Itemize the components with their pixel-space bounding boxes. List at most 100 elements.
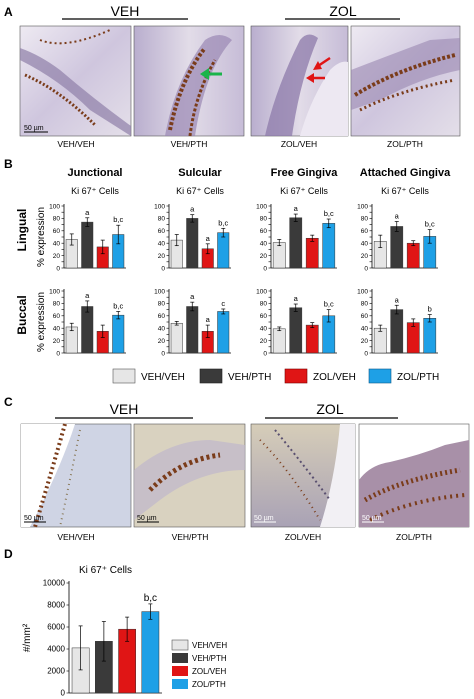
bar-vehpth: [81, 306, 94, 354]
y-axis-label: % expression: [36, 292, 47, 352]
bar-zolpth: [423, 318, 437, 354]
panel-a-caption-1: VEH/VEH: [57, 139, 94, 149]
panel-c-group-veh: VEH: [110, 401, 139, 417]
panel-a-caption-2: VEH/PTH: [171, 139, 208, 149]
significance-label: b,c: [324, 209, 334, 218]
significance-label: a: [190, 205, 195, 214]
y-tick-label: 0: [161, 265, 165, 272]
bar-zolpth: [112, 314, 125, 354]
panel-c-scale-4: 50 µm: [362, 515, 382, 522]
y-tick-label: 20: [361, 253, 369, 260]
y-tick-label: 100: [154, 288, 165, 295]
y-tick-label: 60: [158, 228, 166, 235]
y-tick-label: 80: [260, 216, 268, 223]
red-arrow-icon-1: [317, 56, 331, 68]
panel-a-scale-1: 50 µm: [24, 125, 44, 132]
panel-b-legend: VEH/VEH VEH/PTH ZOL/VEH ZOL/PTH: [112, 368, 439, 384]
y-tick-label: 2000: [47, 666, 65, 675]
panel-c-caption-4: ZOL/PTH: [396, 532, 432, 542]
y-tick-label: 100: [357, 203, 368, 210]
y-tick-label: 80: [361, 301, 369, 308]
y-tick-label: 60: [53, 228, 61, 235]
y-tick-label: 40: [260, 326, 268, 333]
legend-swatch-vehveh: [112, 368, 136, 384]
bar-vehveh: [170, 322, 183, 354]
d-legend-swatch-zolpth: [172, 679, 188, 689]
chart-title: Free Gingiva: [271, 167, 339, 179]
y-tick-label: 60: [53, 313, 61, 320]
significance-label: b,c: [113, 215, 123, 224]
panel-c-caption-1: VEH/VEH: [57, 532, 94, 542]
bar-vehveh: [272, 328, 286, 354]
y-tick-label: 20: [361, 338, 369, 345]
chart-6: 0 20 40 60 80 100 a a c: [154, 288, 231, 357]
panel-a-micrograph-1: 50 µm: [19, 25, 132, 137]
significance-label: a: [206, 234, 211, 243]
y-tick-label: 4000: [47, 644, 65, 653]
d-legend-swatch-vehpth: [172, 653, 188, 663]
panel-c-scale-1: 50 µm: [24, 515, 44, 522]
chart-7: 0 20 40 60 80 100 a b,c: [256, 288, 337, 357]
legend-label-vehveh: VEH/VEH: [141, 372, 185, 383]
y-tick-label: 10000: [43, 578, 66, 587]
y-tick-label: 20: [53, 253, 61, 260]
panel-c-micrograph-2: 50 µm: [133, 423, 246, 528]
legend-label-zolpth: ZOL/PTH: [397, 372, 439, 383]
bar-vehpth: [390, 309, 404, 354]
panel-a-letter: A: [4, 5, 13, 19]
significance-label: a: [206, 315, 211, 324]
significance-label: a: [294, 294, 299, 303]
legend-label-vehpth: VEH/PTH: [228, 372, 271, 383]
chart-9: Ki 67⁺ Cells #/mm² 0 2000 4000 6000 8000 10000 b…: [22, 565, 162, 697]
significance-label: a: [85, 208, 90, 217]
panel-d-letter: D: [4, 547, 13, 561]
y-tick-label: 0: [364, 350, 368, 357]
y-tick-label: 100: [256, 288, 267, 295]
bar-zolveh: [406, 242, 420, 269]
panel-a-caption-4: ZOL/PTH: [387, 139, 423, 149]
y-tick-label: 8000: [47, 600, 65, 609]
chart-subtitle: Ki 67⁺ Cells: [280, 186, 328, 196]
y-tick-label: 0: [263, 265, 267, 272]
significance-label: a: [190, 292, 195, 301]
d-legend-label-vehveh: VEH/VEH: [192, 641, 227, 650]
y-tick-label: 100: [357, 288, 368, 295]
panel-a-micrograph-4: [350, 25, 461, 137]
bar-zolpth: [322, 223, 336, 269]
d-legend-swatch-vehveh: [171, 639, 189, 651]
y-tick-label: 40: [361, 326, 369, 333]
bar-vehpth: [186, 218, 199, 269]
y-tick-label: 20: [158, 253, 166, 260]
panel-c-micrograph-3: 50 µm: [250, 423, 356, 528]
chart-8: 0 20 40 60 80 100 a b: [357, 288, 438, 357]
panel-d-legend: VEH/VEH VEH/PTH ZOL/VEH ZOL/PTH: [171, 639, 227, 689]
panel-a-group-zol: ZOL: [329, 3, 356, 19]
y-tick-label: 0: [61, 688, 66, 697]
chart-5: % expression 0 20 40 60 80 100 a b,c: [36, 288, 126, 357]
y-tick-label: 20: [53, 338, 61, 345]
bar-zolpth: [141, 611, 160, 694]
y-tick-label: 100: [49, 203, 60, 210]
bar-vehpth: [289, 217, 303, 269]
significance-label: a: [395, 212, 400, 221]
bar-vehveh: [272, 242, 286, 269]
bar-vehpth: [81, 221, 94, 269]
bar-zolveh: [305, 237, 319, 269]
bar-vehveh: [373, 327, 387, 354]
panel-b-letter: B: [4, 157, 13, 171]
significance-label: b,c: [324, 300, 334, 309]
chart-title: Junctional: [67, 167, 122, 179]
bar-zolveh: [305, 324, 319, 354]
y-axis-label: #/mm²: [22, 623, 33, 652]
y-tick-label: 100: [256, 203, 267, 210]
chart-title: Ki 67⁺ Cells: [79, 565, 132, 576]
d-legend-swatch-zolveh: [172, 666, 188, 676]
panel-a-caption-3: ZOL/VEH: [281, 139, 317, 149]
legend-swatch-zolveh: [284, 368, 308, 384]
y-tick-label: 80: [158, 301, 166, 308]
panel-c-micrograph-4: 50 µm: [358, 423, 470, 528]
panel-a-micrograph-2: [133, 25, 245, 137]
y-tick-label: 40: [361, 241, 369, 248]
y-tick-label: 40: [53, 241, 61, 248]
y-tick-label: 20: [260, 253, 268, 260]
